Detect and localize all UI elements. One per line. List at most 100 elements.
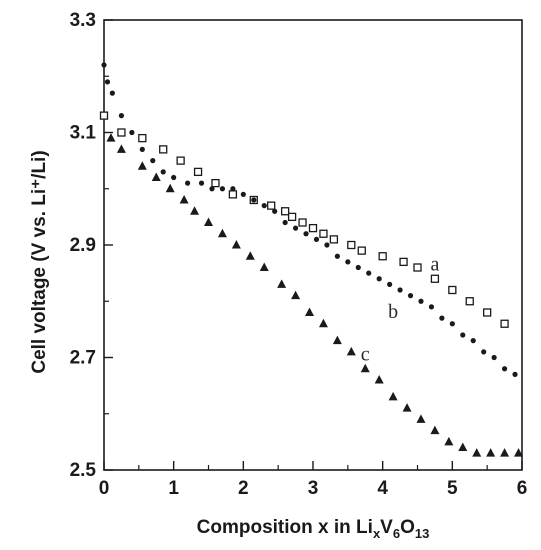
- series-b-point: [324, 242, 330, 248]
- y-tick-label: 2.9: [70, 235, 96, 256]
- plot-frame-layer: [103, 19, 523, 471]
- series-c-point: [500, 448, 510, 457]
- y-axis-title: Cell voltage (V vs. Li⁺/Li): [29, 150, 50, 373]
- series-a-point: [413, 263, 422, 272]
- series-c-point: [430, 425, 440, 435]
- series-b-point: [118, 113, 125, 119]
- series-a-point: [448, 285, 457, 295]
- series-b-point: [449, 321, 455, 327]
- y-tick-layer: 2.5 2.7 2.9 3.1 3.3: [70, 10, 113, 481]
- series-a-point: [99, 111, 109, 120]
- series-b-point: [481, 349, 487, 355]
- series-c-point: [486, 448, 496, 457]
- series-b-point: [387, 281, 393, 287]
- x-axis-title-subscript: 6: [393, 526, 400, 541]
- x-axis-title-prefix: Composition x in Li: [197, 517, 373, 538]
- series-c-point: [402, 403, 412, 412]
- series-b-point: [139, 146, 145, 152]
- x-axis-title: Composition x in LixV6O13: [197, 517, 430, 541]
- series-c-point: [277, 279, 287, 288]
- series-b-point: [150, 158, 156, 164]
- series-c-point: [231, 240, 241, 249]
- series-a-point: [483, 308, 492, 317]
- series-b-point: [418, 298, 424, 304]
- series-c-layer: [106, 133, 524, 457]
- series-a-point: [298, 218, 307, 227]
- series-c-point: [305, 307, 315, 316]
- series-b-point: [240, 191, 246, 197]
- series-c-point: [106, 133, 116, 142]
- series-c-point: [217, 228, 227, 238]
- series-a-point: [211, 178, 220, 188]
- series-a-point: [399, 257, 408, 267]
- series-b-point: [376, 276, 382, 282]
- x-tick-label: 3: [308, 478, 319, 499]
- series-c-point: [514, 448, 524, 457]
- series-b-point: [230, 186, 236, 192]
- series-b-point: [439, 315, 445, 321]
- series-c-point: [151, 172, 161, 181]
- series-c-point: [318, 318, 328, 328]
- series-a-point: [287, 212, 297, 222]
- series-b-point: [345, 259, 351, 265]
- series-c-point: [291, 290, 301, 300]
- series-c-point: [416, 414, 426, 423]
- series-b-point: [251, 197, 257, 203]
- series-b-point: [313, 236, 320, 242]
- series-label-b: b: [388, 301, 398, 323]
- y-tick-label: 3.3: [70, 10, 96, 31]
- series-a-point: [319, 229, 328, 238]
- series-a-point: [159, 145, 168, 154]
- series-b-point: [282, 219, 288, 226]
- y-tick-label: 3.1: [70, 123, 97, 144]
- x-tick-layer: 0 1 2 3 4 5 6: [99, 461, 528, 499]
- series-b-point: [397, 287, 403, 293]
- x-axis-title-part: O: [400, 517, 415, 538]
- series-a-layer: [99, 111, 509, 328]
- series-c-point: [332, 335, 342, 345]
- series-a-point: [465, 297, 474, 306]
- series-b-point: [185, 180, 191, 186]
- x-axis-title-part: V: [380, 517, 393, 538]
- series-b-point: [171, 174, 177, 181]
- series-b-point: [470, 338, 476, 344]
- plot-frame: [103, 19, 523, 471]
- series-b-point: [512, 371, 518, 377]
- series-b-point: [491, 354, 497, 361]
- series-b-point: [109, 90, 115, 96]
- series-b-point: [261, 203, 267, 209]
- series-c-point: [388, 391, 398, 401]
- series-a-point: [117, 128, 126, 137]
- series-c-point: [259, 262, 269, 271]
- x-tick-label: 4: [377, 478, 388, 499]
- series-b-point: [303, 231, 309, 237]
- series-b-point: [334, 253, 340, 259]
- x-tick-label: 6: [517, 478, 528, 499]
- series-b-point: [366, 270, 372, 276]
- series-c-point: [165, 183, 175, 193]
- series-a-point: [500, 319, 509, 328]
- series-a-point: [308, 223, 318, 233]
- series-a-point: [176, 156, 185, 165]
- y-tick-label: 2.5: [70, 460, 97, 481]
- series-b-point: [198, 180, 205, 186]
- series-b-point: [460, 332, 466, 338]
- series-a-point: [228, 190, 238, 199]
- x-tick-label: 0: [99, 478, 110, 499]
- series-b-point: [104, 79, 111, 85]
- x-tick-label: 2: [238, 478, 249, 499]
- series-b-point: [292, 225, 299, 231]
- series-a-point: [329, 235, 339, 244]
- series-a-point: [378, 252, 387, 261]
- series-b-point: [101, 62, 107, 68]
- y-tick-label: 2.7: [70, 348, 96, 369]
- series-b-point: [219, 186, 226, 192]
- series-a-point: [138, 133, 147, 143]
- series-c-point: [472, 448, 482, 457]
- series-a-point: [267, 201, 276, 210]
- series-c-point: [360, 363, 370, 373]
- series-a-point: [357, 246, 366, 255]
- series-a-point: [193, 167, 203, 177]
- series-b-point: [428, 304, 435, 310]
